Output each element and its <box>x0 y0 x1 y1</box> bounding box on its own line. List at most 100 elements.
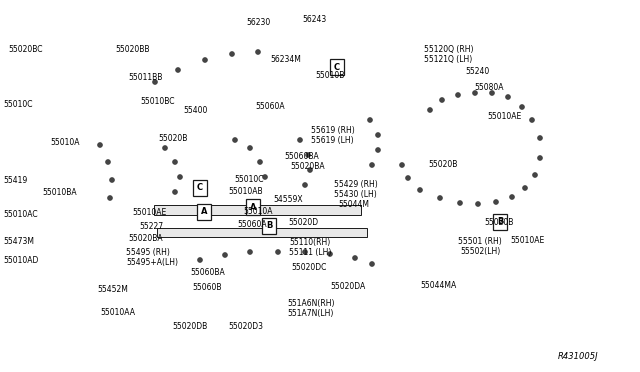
Circle shape <box>550 144 557 151</box>
Text: 55020B: 55020B <box>428 160 458 169</box>
Circle shape <box>240 302 250 312</box>
Text: 55400: 55400 <box>183 106 207 115</box>
Circle shape <box>272 129 278 135</box>
Text: R431005J: R431005J <box>558 352 598 361</box>
Circle shape <box>248 250 253 254</box>
Text: 55020B: 55020B <box>484 218 513 227</box>
Circle shape <box>456 93 461 97</box>
Text: 55429 (RH): 55429 (RH) <box>334 180 378 189</box>
Circle shape <box>278 145 292 159</box>
Text: 55619 (RH): 55619 (RH) <box>311 126 355 135</box>
Circle shape <box>153 228 161 236</box>
Circle shape <box>428 108 433 112</box>
Circle shape <box>493 199 499 205</box>
Circle shape <box>377 97 383 103</box>
Bar <box>262 218 276 234</box>
Text: 55010AC: 55010AC <box>3 210 38 219</box>
Circle shape <box>129 228 137 236</box>
Circle shape <box>218 56 226 64</box>
Circle shape <box>386 156 394 164</box>
Circle shape <box>158 72 166 80</box>
Circle shape <box>419 179 426 186</box>
Circle shape <box>447 96 454 103</box>
Text: 55020DC: 55020DC <box>291 263 326 272</box>
Circle shape <box>188 63 196 71</box>
Circle shape <box>363 216 381 234</box>
Circle shape <box>198 257 202 263</box>
Circle shape <box>303 183 307 187</box>
Circle shape <box>545 102 552 109</box>
Circle shape <box>504 189 511 196</box>
Text: B: B <box>266 221 272 231</box>
Circle shape <box>44 210 60 226</box>
Circle shape <box>304 142 316 154</box>
Circle shape <box>495 210 515 230</box>
Circle shape <box>248 145 253 151</box>
Circle shape <box>257 160 262 164</box>
Text: 55010BA: 55010BA <box>42 188 77 197</box>
Circle shape <box>358 223 376 241</box>
Circle shape <box>461 195 468 202</box>
Text: 551A7N(LH): 551A7N(LH) <box>287 309 333 318</box>
Circle shape <box>417 152 423 158</box>
Circle shape <box>157 117 163 123</box>
Circle shape <box>437 170 453 186</box>
Circle shape <box>441 174 449 182</box>
Circle shape <box>376 132 381 138</box>
Circle shape <box>307 159 313 165</box>
Circle shape <box>540 164 547 171</box>
Text: 56230: 56230 <box>246 18 270 27</box>
Circle shape <box>356 205 366 215</box>
Text: 55010A: 55010A <box>243 207 273 216</box>
Circle shape <box>374 94 386 106</box>
Circle shape <box>305 153 310 157</box>
Circle shape <box>350 295 360 305</box>
Circle shape <box>123 292 133 302</box>
Text: 55010AE: 55010AE <box>487 112 521 121</box>
Text: 55020BB: 55020BB <box>115 45 150 54</box>
Circle shape <box>392 192 398 198</box>
Circle shape <box>363 228 371 236</box>
Text: 55619 (LH): 55619 (LH) <box>311 136 354 145</box>
Circle shape <box>230 51 234 57</box>
Text: 55010C: 55010C <box>3 100 33 109</box>
Circle shape <box>97 142 102 148</box>
Circle shape <box>286 151 294 159</box>
Text: 55020D: 55020D <box>288 218 318 227</box>
Text: 55501 (RH): 55501 (RH) <box>458 237 502 246</box>
Circle shape <box>148 223 166 241</box>
Text: 55010B: 55010B <box>315 71 344 80</box>
Text: 55010C: 55010C <box>234 175 264 184</box>
Circle shape <box>152 80 157 84</box>
Circle shape <box>387 200 407 220</box>
Text: 55020BA: 55020BA <box>128 234 163 243</box>
Circle shape <box>175 67 180 73</box>
Circle shape <box>270 188 286 204</box>
Circle shape <box>484 195 492 202</box>
Text: 55044M: 55044M <box>338 200 369 209</box>
Circle shape <box>312 86 320 94</box>
Text: 55010AE: 55010AE <box>132 208 166 217</box>
Circle shape <box>301 68 309 76</box>
Text: 55020D3: 55020D3 <box>228 322 263 331</box>
Circle shape <box>509 195 515 199</box>
Circle shape <box>149 205 159 215</box>
Text: A: A <box>250 202 256 212</box>
Text: 55020DB: 55020DB <box>172 322 207 331</box>
Circle shape <box>182 107 188 113</box>
Circle shape <box>248 53 256 61</box>
Circle shape <box>502 83 509 90</box>
Circle shape <box>382 152 398 168</box>
Circle shape <box>532 173 538 177</box>
Text: 55011BB: 55011BB <box>128 73 163 82</box>
Circle shape <box>392 205 402 215</box>
Bar <box>197 204 211 220</box>
Text: 551A6N(RH): 551A6N(RH) <box>287 299 335 308</box>
Circle shape <box>275 250 280 254</box>
Circle shape <box>353 256 358 260</box>
Bar <box>193 180 207 196</box>
Circle shape <box>522 186 527 190</box>
Text: 55060B: 55060B <box>192 283 221 292</box>
Text: 55044MA: 55044MA <box>420 281 456 290</box>
Circle shape <box>202 58 207 62</box>
